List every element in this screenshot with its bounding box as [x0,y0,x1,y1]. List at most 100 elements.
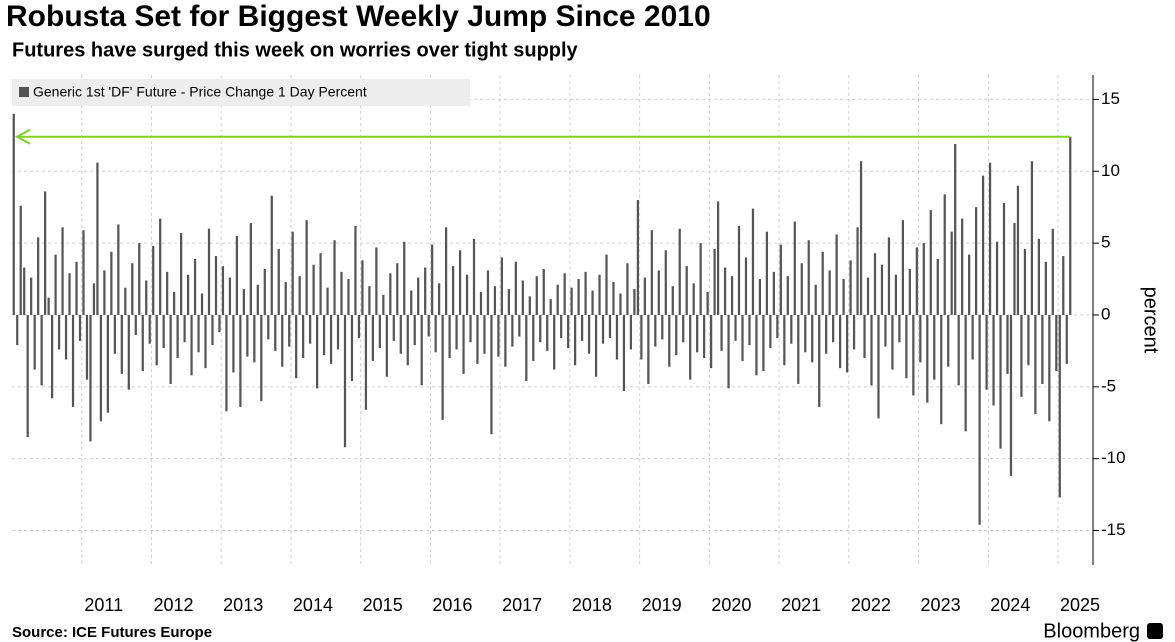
bar [542,268,545,315]
bar [926,314,929,403]
x-tick-label: 2016 [432,595,472,615]
bar [622,314,626,392]
bar [82,230,85,315]
bar [1058,314,1061,498]
bar [692,283,695,315]
bar [894,274,898,315]
x-tick-label: 2022 [851,595,891,615]
bar [441,314,444,420]
bar [957,314,960,386]
bar [451,266,455,315]
bar [1044,261,1047,315]
bar [546,314,549,351]
bar [971,314,974,360]
bar [431,244,434,315]
chart-subtitle: Futures have surged this week on worries… [12,39,579,61]
bar [678,228,681,315]
bar [40,314,43,386]
bar [99,314,103,422]
bar [176,314,179,359]
bar [218,314,221,333]
legend-swatch [19,87,29,97]
bar [587,314,591,354]
bar [992,314,995,406]
bar [500,257,504,315]
bar [525,314,528,382]
bar [232,314,235,373]
bar [936,258,939,315]
bar [462,314,465,374]
bar [608,314,612,338]
bar [444,227,448,315]
bar [1034,314,1037,415]
bar [371,314,375,361]
bar [493,286,497,315]
x-tick-label: 2013 [223,595,263,615]
bar [521,280,524,315]
bar [64,314,68,360]
bar [922,243,925,315]
bar [186,274,190,315]
x-tick-label: 2024 [990,595,1030,615]
bar [1006,314,1009,374]
bar [580,314,584,341]
bar [113,314,116,354]
y-tick-label: -5 [1101,376,1116,395]
bar [207,228,211,315]
bar [915,247,918,315]
bar [16,314,19,346]
x-tick-label: 2014 [293,595,333,615]
bar [856,227,859,315]
bar [131,263,134,315]
x-tick-label: 2025 [1060,595,1100,615]
bar [71,314,75,407]
bar [835,234,838,315]
bar [211,314,214,346]
bar [636,200,640,315]
bar [898,314,901,343]
legend-label: Generic 1st 'DF' Future - Price Change 1… [33,84,367,100]
bar [594,314,598,377]
bar [859,161,863,315]
bar [68,273,71,315]
bar [825,314,828,354]
bar [685,266,688,315]
bar [807,240,810,315]
bar [1023,248,1027,315]
bar [556,284,559,315]
bar [23,267,26,315]
x-tick-label: 2018 [572,595,612,615]
bar [988,162,992,315]
annotation-arrowhead [14,128,31,145]
bar [141,314,144,372]
bar [134,314,137,336]
bar [364,314,368,410]
bar [612,281,615,315]
bar [200,293,204,315]
bar [940,314,943,425]
bar [12,113,15,315]
bar [120,314,123,374]
bar [124,287,127,315]
bar [790,314,793,344]
bar [758,279,762,315]
bar [166,271,169,315]
bar [162,314,165,349]
bar [650,230,653,315]
bar [706,291,709,315]
bar [619,293,622,315]
bar [298,276,301,315]
bar [615,314,619,360]
bar [267,314,270,340]
bar [1069,136,1072,315]
bar [354,225,357,315]
bar [103,270,106,315]
bar [50,314,54,399]
bar [30,277,33,315]
bar [1037,238,1040,315]
bar [563,273,566,315]
bar [720,314,723,351]
bar [901,220,905,315]
bar [427,314,430,337]
bar [689,314,692,380]
